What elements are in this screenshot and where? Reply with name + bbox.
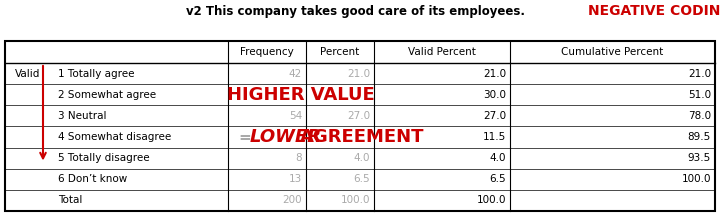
Text: 5 Totally disagree: 5 Totally disagree — [58, 153, 150, 163]
Text: 6.5: 6.5 — [354, 174, 370, 184]
Text: 42: 42 — [289, 68, 302, 79]
Text: =: = — [238, 130, 251, 145]
Text: 27.0: 27.0 — [483, 111, 506, 121]
Text: 200: 200 — [282, 195, 302, 205]
Text: 6 Don’t know: 6 Don’t know — [58, 174, 127, 184]
Text: Total: Total — [58, 195, 82, 205]
Text: 6.5: 6.5 — [490, 174, 506, 184]
Text: Percent: Percent — [320, 47, 359, 57]
Text: 21.0: 21.0 — [483, 68, 506, 79]
Text: Frequency: Frequency — [240, 47, 294, 57]
Text: Cumulative Percent: Cumulative Percent — [562, 47, 664, 57]
Text: 93.5: 93.5 — [688, 153, 711, 163]
Text: 51.0: 51.0 — [688, 90, 711, 100]
Text: 78.0: 78.0 — [688, 111, 711, 121]
Text: LOWER: LOWER — [250, 128, 322, 146]
Text: 89.5: 89.5 — [688, 132, 711, 142]
Text: AGREEMENT: AGREEMENT — [300, 128, 425, 146]
Text: 3 Neutral: 3 Neutral — [58, 111, 107, 121]
Text: HIGHER VALUE: HIGHER VALUE — [227, 86, 375, 104]
Text: 1 Totally agree: 1 Totally agree — [58, 68, 135, 79]
Text: 4 Somewhat disagree: 4 Somewhat disagree — [58, 132, 171, 142]
Text: 54: 54 — [289, 111, 302, 121]
Text: 100.0: 100.0 — [682, 174, 711, 184]
Text: 2 Somewhat agree: 2 Somewhat agree — [58, 90, 156, 100]
Text: Valid Percent: Valid Percent — [408, 47, 476, 57]
Text: 8: 8 — [295, 153, 302, 163]
Text: 30.0: 30.0 — [483, 90, 506, 100]
Text: 100.0: 100.0 — [341, 195, 370, 205]
Text: 4.0: 4.0 — [490, 153, 506, 163]
Text: Valid: Valid — [15, 68, 40, 79]
Text: 21.0: 21.0 — [347, 68, 370, 79]
Text: 4.0: 4.0 — [354, 153, 370, 163]
Text: v2 This company takes good care of its employees.: v2 This company takes good care of its e… — [186, 5, 524, 17]
Text: NEGATIVE CODING: NEGATIVE CODING — [588, 4, 720, 18]
Text: 27.0: 27.0 — [347, 111, 370, 121]
Bar — [5, 41, 715, 211]
Text: 100.0: 100.0 — [477, 195, 506, 205]
Text: 21.0: 21.0 — [688, 68, 711, 79]
Text: 13: 13 — [289, 174, 302, 184]
Text: 11.5: 11.5 — [482, 132, 506, 142]
